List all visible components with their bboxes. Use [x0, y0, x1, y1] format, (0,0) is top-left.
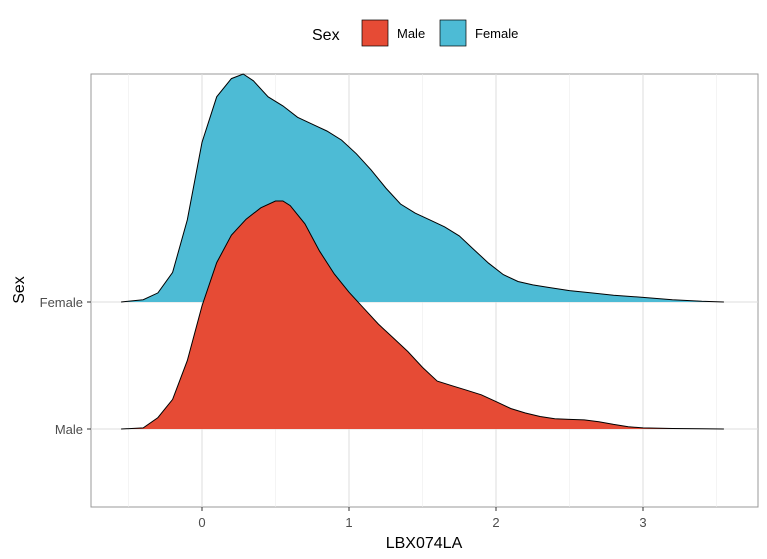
ridge-fill-male: [121, 201, 724, 429]
y-axis-title: Sex: [11, 276, 28, 304]
density-ridges: [121, 73, 724, 430]
x-tick-label: 2: [492, 515, 499, 530]
ridge-outline-female: [121, 73, 724, 303]
x-tick-label: 3: [639, 515, 646, 530]
y-tick-label: Female: [40, 295, 83, 310]
x-axis-title: LBX074LA: [386, 535, 463, 552]
legend: Sex Male Female: [312, 19, 518, 47]
x-tick-label: 1: [345, 515, 352, 530]
x-tick-label: 0: [198, 515, 205, 530]
y-axis-ticks: Male Female: [40, 295, 91, 437]
legend-label-female: Female: [475, 26, 518, 41]
legend-key-female: [439, 19, 467, 47]
legend-title: Sex: [312, 27, 340, 44]
y-tick-label: Male: [55, 422, 83, 437]
ridge-outline-male: [121, 200, 724, 430]
legend-label-male: Male: [397, 26, 425, 41]
x-axis-ticks: 0 1 2 3: [198, 507, 647, 530]
legend-key-male: [361, 19, 389, 47]
